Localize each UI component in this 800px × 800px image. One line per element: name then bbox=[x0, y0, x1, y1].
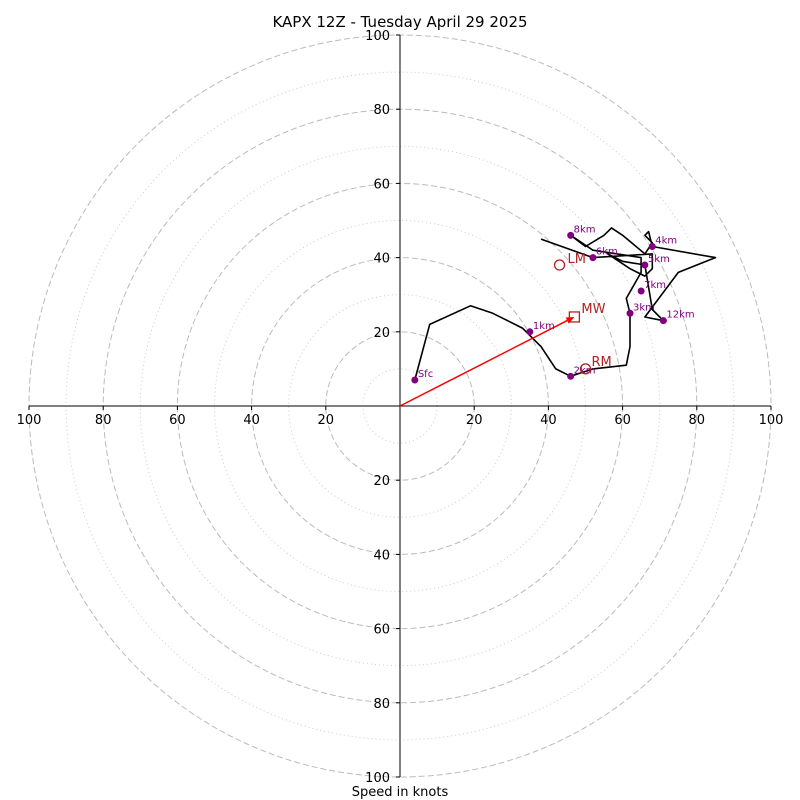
x-tick-label: 100 bbox=[759, 413, 784, 428]
storm-motions: LM MW RM bbox=[553, 252, 612, 375]
height-points: Sfc 1km 2km 3km 4km 5km 6km 7km 8km 12km bbox=[411, 224, 695, 384]
x-tick-label: 80 bbox=[689, 413, 706, 428]
y-tick-label: 80 bbox=[373, 697, 390, 712]
y-tick-label: 20 bbox=[373, 474, 390, 489]
y-tick-label: 40 bbox=[373, 548, 390, 563]
right-mover-marker bbox=[579, 363, 592, 375]
height-point-8km bbox=[567, 231, 575, 239]
mean-wind-marker bbox=[568, 311, 581, 323]
height-label-4km: 4km bbox=[655, 235, 677, 246]
left-mover-marker bbox=[553, 259, 566, 271]
y-tick-label: 100 bbox=[365, 29, 390, 44]
height-point-6km bbox=[589, 254, 597, 262]
shear-vector-line bbox=[399, 318, 571, 407]
tick-labels: 20 20 20 20 40 40 40 40 60 60 60 60 80 80 80 80 100 100 10… bbox=[17, 29, 784, 786]
x-tick-label: 80 bbox=[95, 413, 112, 428]
x-tick-label: 40 bbox=[243, 413, 260, 428]
right-mover-label: RM bbox=[592, 355, 612, 370]
height-label-7km: 7km bbox=[644, 280, 666, 291]
x-tick-label: 60 bbox=[614, 413, 631, 428]
height-point-7km bbox=[637, 287, 645, 295]
height-point-sfc bbox=[411, 376, 419, 384]
y-tick-label: 40 bbox=[373, 252, 390, 267]
y-tick-label: 80 bbox=[373, 103, 390, 118]
height-label-5km: 5km bbox=[648, 254, 670, 265]
chart-title: KAPX 12Z - Tuesday April 29 2025 bbox=[272, 13, 527, 31]
x-tick-label: 100 bbox=[17, 413, 42, 428]
wind-trace bbox=[414, 227, 717, 381]
height-label-1km: 1km bbox=[533, 321, 555, 332]
left-mover-label: LM bbox=[568, 252, 586, 267]
y-tick-label: 20 bbox=[373, 326, 390, 341]
y-tick-label: 60 bbox=[373, 623, 390, 638]
hodograph-trace-line bbox=[414, 227, 717, 381]
height-point-3km bbox=[626, 309, 634, 317]
height-point-4km bbox=[648, 242, 656, 250]
y-tick-label: 60 bbox=[373, 177, 390, 192]
x-tick-label: 20 bbox=[466, 413, 483, 428]
x-axis-label: Speed in knots bbox=[352, 785, 449, 800]
height-label-6km: 6km bbox=[596, 247, 618, 258]
mean-wind-label: MW bbox=[581, 302, 605, 317]
height-label-3km: 3km bbox=[633, 302, 655, 313]
height-label-8km: 8km bbox=[574, 224, 596, 235]
x-tick-label: 20 bbox=[318, 413, 335, 428]
height-label-sfc: Sfc bbox=[418, 369, 433, 380]
x-tick-label: 40 bbox=[540, 413, 557, 428]
height-point-12km bbox=[659, 317, 667, 325]
x-tick-label: 60 bbox=[169, 413, 186, 428]
height-point-5km bbox=[641, 261, 649, 269]
height-point-1km bbox=[526, 328, 534, 336]
height-point-2km bbox=[567, 372, 575, 380]
y-tick-label: 100 bbox=[365, 771, 390, 786]
height-label-2km: 2km bbox=[574, 365, 596, 376]
height-label-12km: 12km bbox=[666, 310, 694, 321]
